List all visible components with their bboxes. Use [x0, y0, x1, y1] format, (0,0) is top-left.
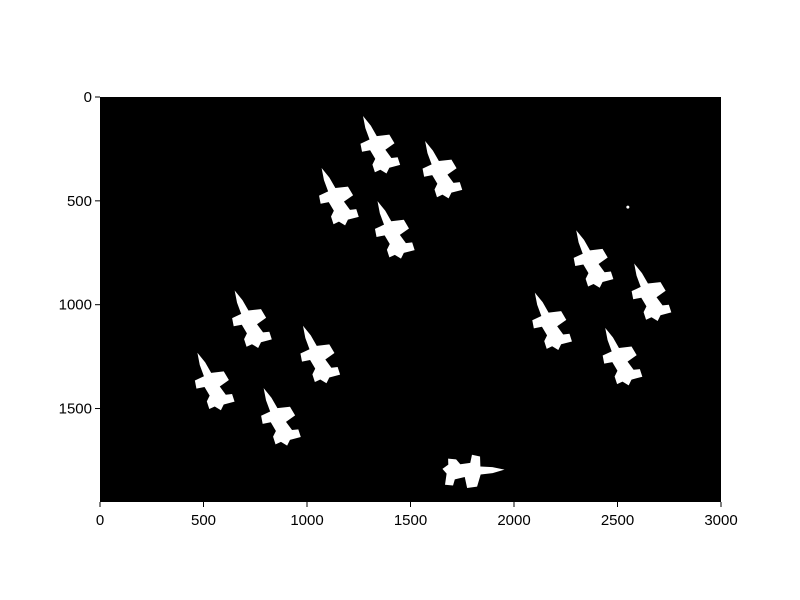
x-tick-label: 2000 [497, 512, 530, 529]
aircraft-silhouette [300, 325, 341, 384]
aircraft-silhouette [442, 454, 505, 488]
aircraft-silhouette [194, 352, 235, 411]
aircraft-silhouette [374, 201, 415, 259]
aircraft-silhouette [360, 116, 401, 174]
aircraft-silhouette [261, 388, 301, 446]
aircraft-silhouette [319, 167, 359, 226]
noise-dot [626, 205, 630, 209]
image-layer [194, 116, 672, 488]
aircraft-silhouette [602, 327, 643, 386]
aircraft-silhouette [232, 290, 272, 348]
x-axis: 0 500 1000 1500 2000 2500 3000 [96, 502, 738, 529]
x-tick-label: 1000 [290, 512, 323, 529]
y-axis: 0 500 1000 1500 [59, 89, 100, 418]
aircraft-silhouette [631, 263, 672, 321]
y-tick-label: 1500 [59, 401, 92, 418]
x-tick-label: 1500 [394, 512, 427, 529]
x-tick-label: 3000 [704, 512, 737, 529]
aircraft-silhouette [422, 140, 463, 199]
aircraft-silhouette [532, 292, 572, 351]
y-tick-label: 1000 [59, 297, 92, 314]
x-tick-label: 500 [191, 512, 216, 529]
y-tick-label: 0 [84, 89, 92, 106]
x-tick-label: 0 [96, 512, 104, 529]
y-tick-label: 500 [67, 193, 92, 210]
aircraft-silhouette [573, 230, 614, 288]
plot-area [100, 97, 721, 502]
x-tick-label: 2500 [601, 512, 634, 529]
